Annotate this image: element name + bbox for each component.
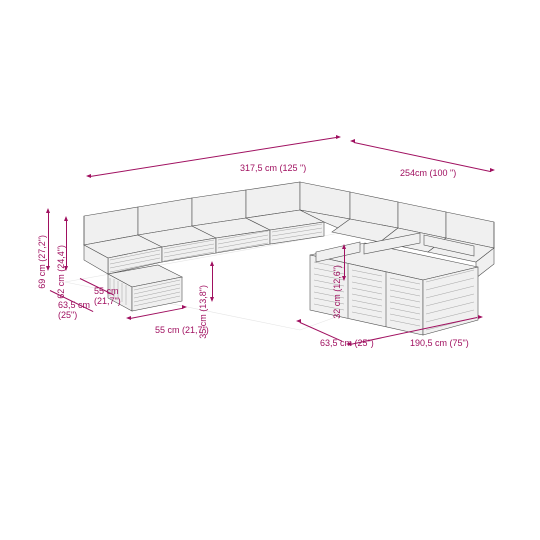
dim-line-h35 (212, 264, 213, 298)
label-d635l: 63,5 cm (58, 300, 90, 310)
label-d55l: 55 cm (94, 286, 119, 296)
label-top-back: 317,5 cm (125 ") (240, 163, 306, 173)
label-d635l-in: (25") (58, 310, 77, 320)
label-d55l-in: (21,7") (94, 296, 121, 306)
dim-line-h62 (66, 220, 67, 267)
label-h69: 69 cm (27,2") (37, 235, 47, 289)
label-h62: 62 cm (24,4") (56, 245, 66, 299)
label-h35: 35 cm (13,8") (198, 285, 208, 339)
dim-line-h69 (48, 212, 49, 267)
label-d635f: 63,5 cm (25") (320, 338, 374, 348)
furniture-sketch (0, 0, 540, 540)
label-w1905: 190,5 cm (75") (410, 338, 469, 348)
label-top-right: 254cm (100 ") (400, 168, 456, 178)
label-h32: 32 cm (12,6") (332, 265, 342, 319)
dim-line-h32 (344, 247, 345, 277)
